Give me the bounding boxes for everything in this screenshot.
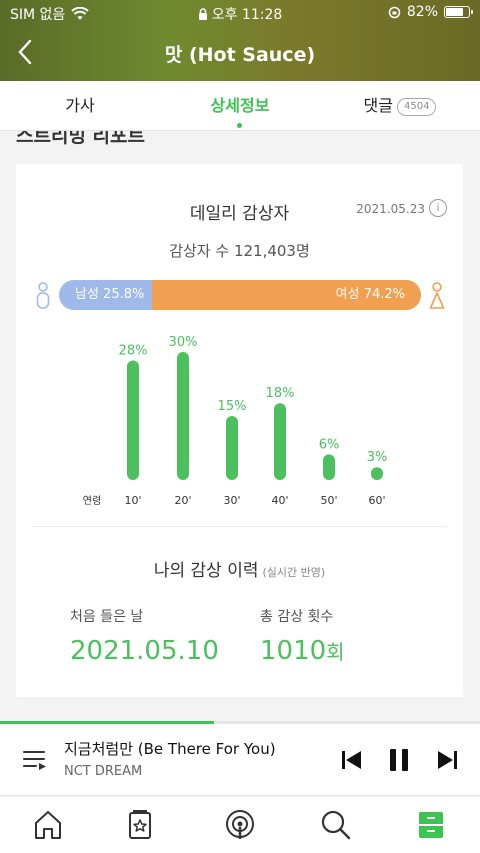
age-value-label-5: 3% (367, 450, 388, 465)
tab-details[interactable]: 상세정보 (160, 81, 320, 131)
music-card-icon[interactable] (122, 807, 158, 843)
total-plays: 1010회 (260, 636, 345, 666)
page-title: 맛 (Hot Sauce) (164, 44, 316, 66)
playback-progress-fill (0, 721, 214, 724)
active-tab-dot (237, 123, 242, 128)
carrier-label: SIM 없음 (10, 7, 66, 23)
home-icon[interactable] (30, 807, 66, 843)
wifi-icon (71, 7, 90, 20)
male-icon (36, 282, 50, 309)
first-listen-label: 처음 들은 날 (70, 609, 144, 625)
age-chart: 연령 28% 10' 30% 20' 15% 30' 18% 40' 6% 50' 3% 60' (83, 335, 388, 507)
orientation-lock-icon (388, 6, 401, 18)
next-icon[interactable] (433, 746, 461, 774)
section-title: 스트리밍 리포트 (16, 131, 145, 147)
song-title[interactable]: 지금처럼만 (Be There For You) (64, 740, 276, 758)
age-bar-3 (274, 403, 286, 480)
total-plays-value: 1010 (260, 636, 327, 666)
info-icon[interactable]: i (429, 199, 447, 217)
first-listen-date: 2021.05.10 (70, 636, 219, 666)
age-bar-1 (177, 352, 189, 480)
age-axis-label: 연령 (83, 495, 101, 507)
total-plays-label: 총 감상 횟수 (260, 609, 334, 625)
status-bar: SIM 없음 오후 11:28 82% (0, 0, 480, 24)
history-title-text: 나의 감상 이력 (153, 561, 259, 581)
tab-comments[interactable]: 댓글 4504 (320, 81, 480, 131)
report-date: 2021.05.23 (356, 202, 425, 216)
female-icon (429, 282, 445, 309)
age-value-label-1: 30% (169, 335, 198, 350)
age-category-label-2: 30' (223, 494, 240, 507)
playlist-icon[interactable] (22, 748, 48, 772)
tab-bar: 가사 상세정보 댓글 4504 (0, 81, 480, 131)
battery-percent: 82% (406, 4, 438, 20)
comment-count-badge: 4504 (397, 98, 437, 116)
total-plays-unit: 회 (326, 640, 345, 664)
gender-ratio-bar: 남성 25.8% 여성 74.2% (59, 280, 421, 310)
podcast-icon[interactable] (222, 807, 258, 843)
artist-name[interactable]: NCT DREAM (64, 764, 143, 779)
age-category-label-1: 20' (174, 494, 191, 507)
female-ratio: 여성 74.2% (152, 280, 421, 310)
listener-count: 감상자 수 121,403명 (169, 242, 310, 260)
history-title: 나의 감상 이력 (실시간 반영) (16, 556, 463, 581)
clock: 오후 11:28 (211, 7, 283, 23)
divider (32, 526, 447, 527)
age-value-label-0: 28% (119, 344, 148, 359)
back-icon[interactable] (10, 36, 42, 68)
battery-icon (444, 6, 473, 18)
playback-progress[interactable] (0, 721, 480, 724)
age-value-label-4: 6% (319, 437, 340, 452)
tab-lyrics[interactable]: 가사 (65, 96, 95, 115)
age-bar-0 (127, 360, 139, 480)
header: SIM 없음 오후 11:28 82% 맛 (H (0, 0, 480, 81)
age-value-label-2: 15% (218, 399, 247, 414)
bottom-nav (0, 797, 480, 853)
details-content[interactable]: 스트리밍 리포트 데일리 감상자 2021.05.23 i 감상자 수 121,… (0, 131, 480, 721)
daily-listeners-card: 데일리 감상자 2021.05.23 i 감상자 수 121,403명 남성 2… (16, 164, 463, 697)
age-bar-4 (323, 454, 335, 480)
age-category-label-0: 10' (124, 494, 141, 507)
history-subtitle: (실시간 반영) (262, 566, 326, 579)
age-category-label-5: 60' (368, 494, 385, 507)
age-value-label-3: 18% (266, 386, 295, 401)
card-title: 데일리 감상자 (189, 204, 290, 224)
lock-icon (198, 7, 207, 20)
age-bar-5 (371, 467, 383, 480)
age-bar-2 (226, 416, 238, 480)
age-category-label-3: 40' (271, 494, 288, 507)
age-category-label-4: 50' (320, 494, 337, 507)
search-icon[interactable] (318, 807, 354, 843)
mini-player[interactable]: 지금처럼만 (Be There For You) NCT DREAM (0, 724, 480, 796)
male-ratio: 남성 25.8% (59, 280, 153, 310)
pause-icon[interactable] (385, 746, 413, 774)
storage-icon[interactable] (413, 807, 449, 843)
previous-icon[interactable] (338, 746, 366, 774)
